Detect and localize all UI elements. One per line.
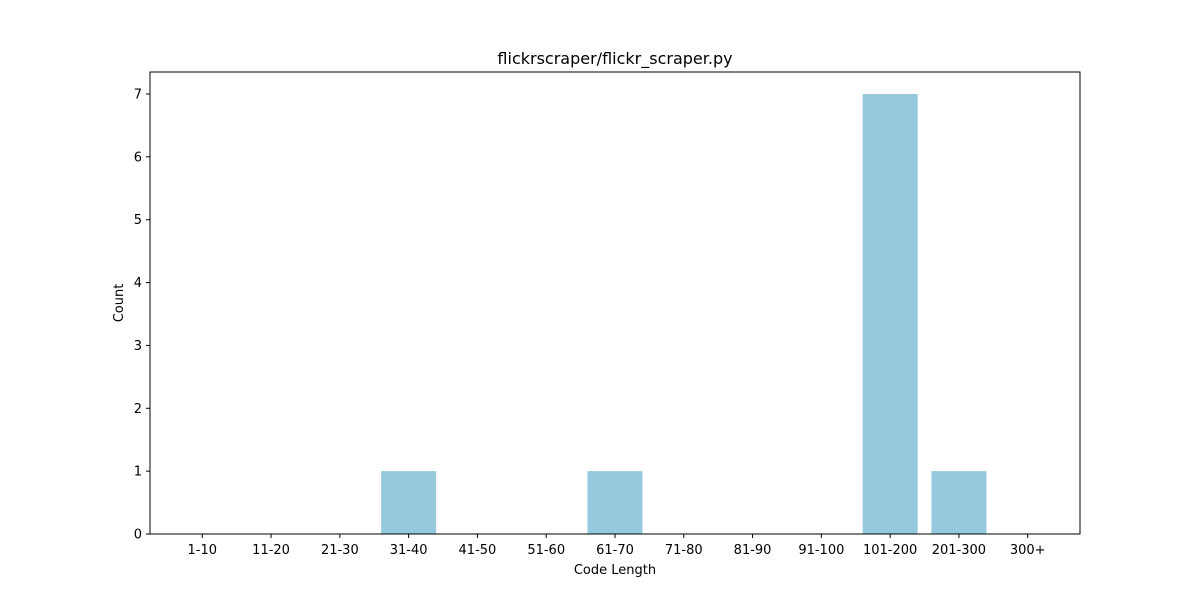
y-tick-label-0: 0 [134,528,142,543]
bar-61-70 [587,471,643,534]
y-tick-label-4: 4 [134,276,142,291]
x-tick-label-300+: 300+ [1010,543,1046,558]
x-tick-label-1-10: 1-10 [188,543,218,558]
x-tick-label-31-40: 31-40 [390,543,428,558]
x-tick-label-71-80: 71-80 [665,543,703,558]
y-axis: 0 1 2 3 4 5 6 7 [134,88,150,543]
bar-201-300 [931,471,987,534]
y-axis-label: Count [112,284,127,323]
x-tick-label-11-20: 11-20 [252,543,290,558]
y-tick-label-5: 5 [134,213,142,228]
x-axis: 1-10 11-20 21-30 31-40 41-50 51-60 61-70 71-80 8… [188,534,1046,558]
x-tick-label-51-60: 51-60 [527,543,565,558]
x-axis-label: Code Length [574,563,656,578]
bars-group [381,94,987,534]
y-tick-label-1: 1 [134,465,142,480]
x-tick-label-91-100: 91-100 [798,543,844,558]
x-tick-label-201-300: 201-300 [932,543,986,558]
bar-31-40 [381,471,437,534]
bar-101-200 [862,94,918,534]
x-tick-label-41-50: 41-50 [459,543,497,558]
x-tick-label-21-30: 21-30 [321,543,359,558]
x-tick-label-101-200: 101-200 [863,543,917,558]
y-tick-label-2: 2 [134,402,142,417]
plot-frame [149,71,1081,535]
x-tick-label-61-70: 61-70 [596,543,634,558]
y-tick-label-7: 7 [134,88,142,103]
x-tick-label-81-90: 81-90 [734,543,772,558]
y-tick-label-6: 6 [134,150,142,165]
chart-title: flickrscraper/flickr_scraper.py [497,49,732,69]
y-tick-label-3: 3 [134,339,142,354]
